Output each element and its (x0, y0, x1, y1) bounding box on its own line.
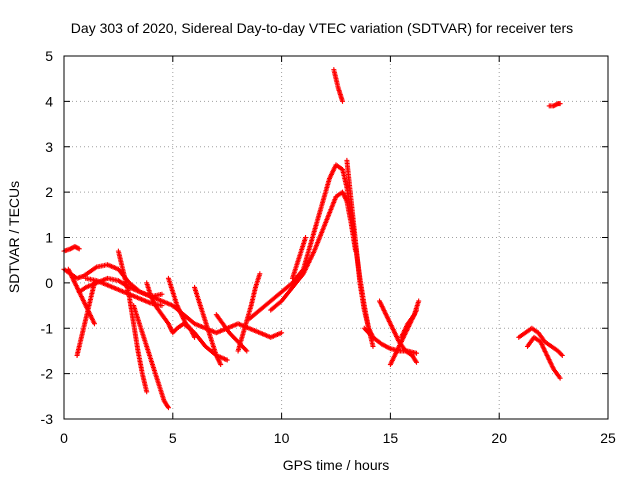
x-tick-label: 0 (60, 430, 68, 446)
y-tick-label: -2 (41, 366, 54, 382)
grid-lines (64, 56, 608, 419)
data-point (414, 350, 420, 356)
y-tick-label: -1 (41, 320, 54, 336)
series-arc-08 (131, 303, 171, 411)
x-axis-label: GPS time / hours (283, 457, 390, 473)
series-arc-11 (192, 284, 224, 368)
series-arc-24 (524, 334, 563, 381)
series-arc-25 (546, 101, 563, 109)
data-point (144, 389, 150, 395)
series-arc-10 (165, 275, 198, 340)
data-point (370, 343, 376, 349)
data-point (557, 101, 563, 107)
series-arc-17 (331, 67, 346, 104)
axis-ticks: 0 5 10 15 20 25 -3 -2 -1 0 1 2 3 4 5 (41, 48, 616, 446)
series-arc-13 (235, 271, 263, 354)
y-tick-label: 0 (45, 275, 53, 291)
y-tick-label: 3 (45, 139, 53, 155)
series-arc-18 (344, 157, 376, 340)
series-arc-22 (398, 298, 422, 340)
data-point (75, 245, 81, 251)
data-point (159, 291, 165, 297)
y-tick-label: 4 (45, 93, 53, 109)
x-tick-label: 5 (169, 430, 177, 446)
data-point (303, 235, 309, 240)
data-point (557, 375, 563, 381)
data-point (340, 98, 346, 104)
series-arc-23 (516, 325, 565, 358)
data-point (91, 321, 97, 327)
x-tick-label: 20 (491, 430, 507, 446)
data-point (76, 246, 82, 252)
x-tick-label: 15 (383, 430, 399, 446)
chart-title: Day 303 of 2020, Sidereal Day-to-day VTE… (71, 20, 573, 36)
data-point (559, 352, 565, 358)
series-arc-12 (213, 312, 250, 354)
data-point (159, 303, 165, 309)
x-tick-label: 10 (274, 430, 290, 446)
data-point (218, 362, 224, 368)
y-tick-label: 5 (45, 48, 53, 64)
data-point (224, 357, 230, 363)
data-point (165, 405, 171, 411)
y-tick-label: 1 (45, 230, 53, 246)
data-point (414, 359, 420, 365)
y-axis-label: SDTVAR / TECUs (6, 181, 22, 293)
data-points (61, 67, 565, 411)
data-point (257, 271, 263, 277)
series-arc-01 (61, 244, 82, 254)
data-point (279, 330, 285, 336)
data-point (244, 348, 250, 354)
data-point (192, 334, 198, 340)
x-tick-label: 25 (600, 430, 616, 446)
data-point (416, 298, 422, 304)
y-tick-label: -3 (41, 411, 54, 427)
series-arc-16 (289, 235, 309, 281)
y-tick-label: 2 (45, 184, 53, 200)
series-arc-07 (115, 248, 150, 395)
